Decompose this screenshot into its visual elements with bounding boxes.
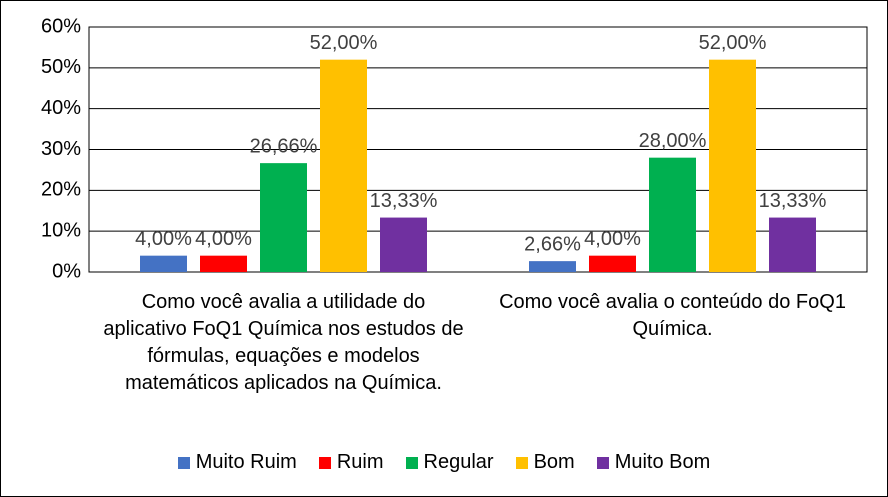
legend-item: Regular xyxy=(405,451,494,474)
category-label: Como você avalia a utilidade do aplicati… xyxy=(103,291,464,394)
legend-swatch xyxy=(405,456,418,469)
legend-swatch xyxy=(177,456,190,469)
bar xyxy=(140,255,187,272)
value-label: 28,00% xyxy=(639,130,707,152)
legend: Muito Ruim Ruim Regular Bom Muito Bom xyxy=(1,451,887,474)
legend-swatch xyxy=(596,456,609,469)
legend-item: Muito Bom xyxy=(596,451,711,474)
legend-label: Bom xyxy=(533,451,575,473)
bar xyxy=(769,217,816,272)
value-label: 2,66% xyxy=(524,233,581,255)
bar xyxy=(200,255,247,272)
plot-border xyxy=(88,26,868,273)
legend-swatch xyxy=(515,456,528,469)
legend-swatch xyxy=(318,456,331,469)
bar xyxy=(320,59,367,272)
y-tick-label: 20% xyxy=(41,179,81,201)
legend-label: Muito Bom xyxy=(614,451,711,473)
bar xyxy=(260,163,307,272)
legend-item: Ruim xyxy=(318,451,384,474)
y-tick-label: 30% xyxy=(41,138,81,160)
bar xyxy=(649,157,696,272)
value-label: 52,00% xyxy=(310,32,378,54)
bar xyxy=(380,217,427,272)
value-label: 13,33% xyxy=(759,190,827,212)
legend-item: Muito Ruim xyxy=(177,451,297,474)
y-tick-label: 10% xyxy=(41,219,81,241)
value-label: 4,00% xyxy=(195,228,252,250)
bar xyxy=(529,261,576,272)
y-tick-label: 60% xyxy=(41,15,81,37)
legend-label: Regular xyxy=(423,451,494,473)
legend-label: Ruim xyxy=(336,451,384,473)
value-label: 52,00% xyxy=(699,32,767,54)
value-label: 26,66% xyxy=(250,135,318,157)
y-tick-label: 40% xyxy=(41,97,81,119)
value-label: 13,33% xyxy=(370,190,438,212)
value-label: 4,00% xyxy=(584,228,641,250)
y-tick-label: 0% xyxy=(52,260,81,282)
legend-label: Muito Ruim xyxy=(195,451,297,473)
bar xyxy=(589,255,636,272)
value-label: 4,00% xyxy=(135,228,192,250)
bar xyxy=(709,59,756,272)
category-label: Como você avalia o conteúdo do FoQ1 Quím… xyxy=(499,291,846,340)
y-tick-label: 50% xyxy=(41,56,81,78)
legend-item: Bom xyxy=(515,451,575,474)
